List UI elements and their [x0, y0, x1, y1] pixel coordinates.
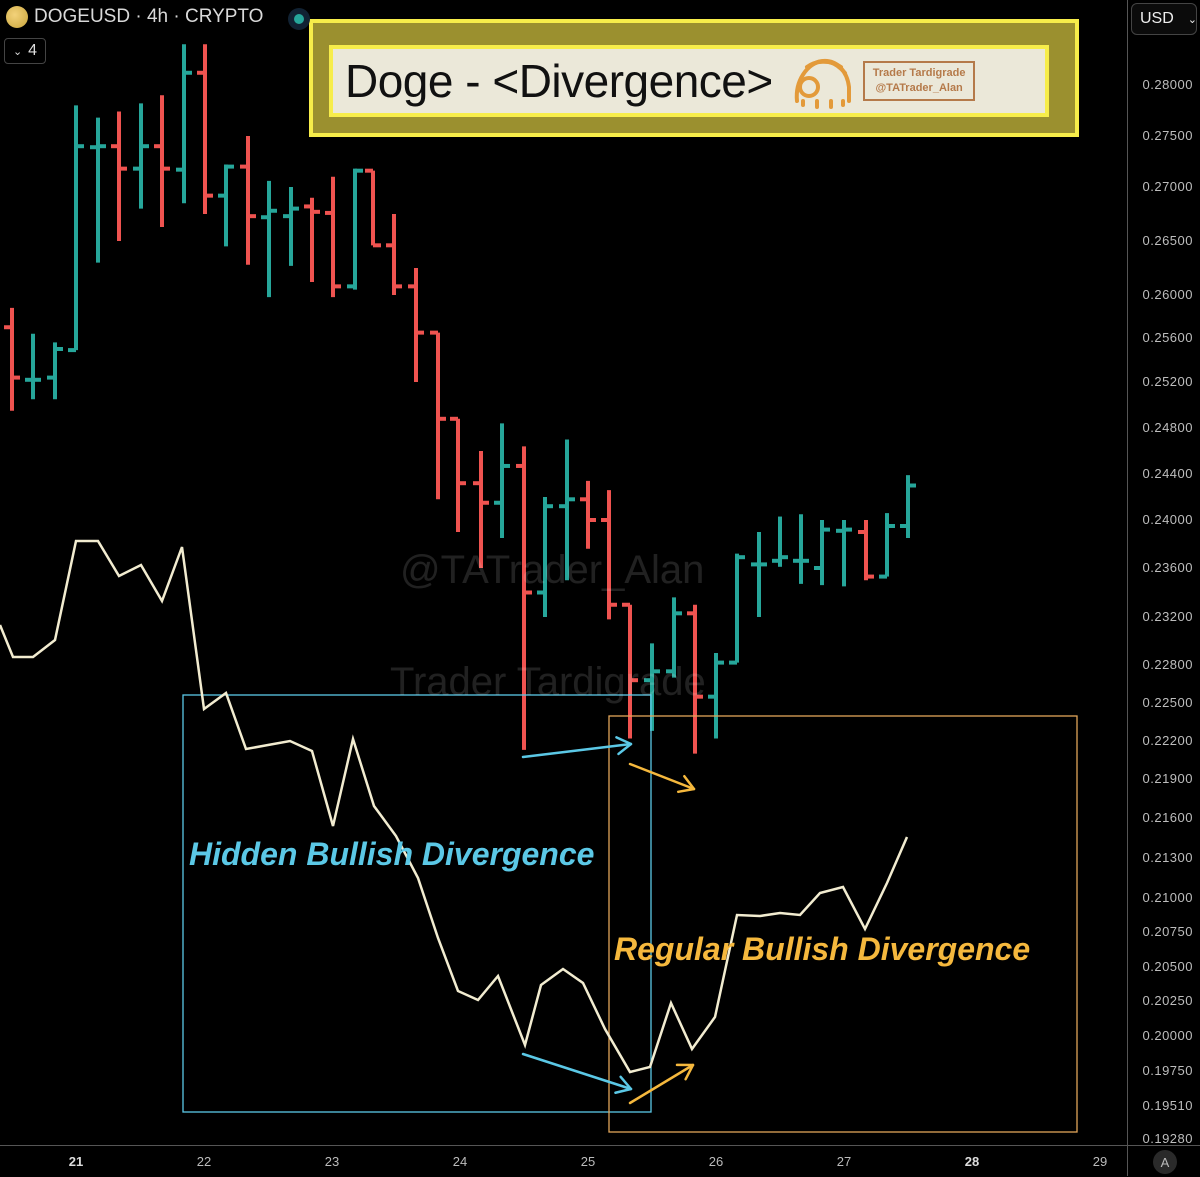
- divergence-arrow: [628, 762, 696, 791]
- arrow-head-icon: [615, 736, 633, 756]
- currency-select[interactable]: USD ⌄: [1131, 3, 1197, 35]
- watermark-name: Trader Tardigrade: [390, 660, 706, 704]
- oscillator-line: [0, 539, 909, 1074]
- time-tick-label: 27: [836, 1154, 852, 1169]
- price-tick-label: 0.20500: [1142, 959, 1193, 974]
- arrow-head-icon: [675, 1063, 695, 1081]
- price-tick-label: 0.21000: [1142, 890, 1193, 905]
- price-tick-label: 0.25600: [1142, 330, 1193, 345]
- divergence-box: [182, 694, 652, 1113]
- symbol-header[interactable]: DOGEUSD · 4h · CRYPTO: [6, 6, 263, 28]
- divergence-arrow: [628, 1063, 695, 1105]
- time-tick-label: 26: [708, 1154, 724, 1169]
- price-tick-label: 0.23200: [1142, 609, 1193, 624]
- price-tick-label: 0.21600: [1142, 810, 1193, 825]
- time-tick-label: 25: [580, 1154, 596, 1169]
- indicators-toggle-button[interactable]: ⌄ 4: [4, 38, 46, 64]
- arrow-head-icon: [677, 774, 696, 794]
- price-tick-label: 0.21300: [1142, 850, 1193, 865]
- price-tick-label: 0.22500: [1142, 695, 1193, 710]
- price-tick-label: 0.24400: [1142, 466, 1193, 481]
- indicator-count: 4: [28, 42, 38, 59]
- auto-scale-button[interactable]: A: [1153, 1150, 1177, 1174]
- price-tick-label: 0.27000: [1142, 179, 1193, 194]
- hidden-bullish-divergence-label: Hidden Bullish Divergence: [189, 836, 595, 872]
- price-tick-label: 0.25200: [1142, 374, 1193, 389]
- price-tick-label: 0.27500: [1142, 128, 1193, 143]
- price-tick-label: 0.20000: [1142, 1028, 1193, 1043]
- price-tick-label: 0.22800: [1142, 657, 1193, 672]
- watermark-handle: @TATrader_Alan: [400, 548, 705, 592]
- time-tick-label: 21: [68, 1154, 84, 1169]
- price-tick-label: 0.24000: [1142, 512, 1193, 527]
- price-tick-label: 0.19750: [1142, 1063, 1193, 1078]
- currency-label: USD: [1140, 10, 1174, 27]
- tardigrade-logo-icon: [794, 58, 851, 109]
- price-tick-label: 0.28000: [1142, 77, 1193, 92]
- price-axis[interactable]: 0.28000 0.27500 0.27000 0.26500 0.26000 0.256…: [1127, 0, 1200, 1146]
- price-tick-label: 0.22200: [1142, 733, 1193, 748]
- price-chart-canvas[interactable]: [0, 0, 1127, 1145]
- price-tick-label: 0.20750: [1142, 924, 1193, 939]
- title-banner-inner: Doge - <Divergence> Trader Tardigrade @T…: [329, 45, 1049, 117]
- price-tick-label: 0.21900: [1142, 771, 1193, 786]
- time-tick-label: 22: [196, 1154, 212, 1169]
- title-banner: Doge - <Divergence> Trader Tardigrade @T…: [309, 19, 1079, 137]
- time-tick-label: 24: [452, 1154, 468, 1169]
- divergence-arrow: [521, 742, 633, 759]
- symbol-title: DOGEUSD · 4h · CRYPTO: [34, 6, 264, 27]
- time-tick-label: 23: [324, 1154, 340, 1169]
- time-tick-label: 29: [1092, 1154, 1108, 1169]
- banner-title: Doge - <Divergence>: [345, 55, 773, 107]
- time-tick-label: 28: [964, 1154, 980, 1169]
- price-tick-label: 0.19280: [1142, 1131, 1193, 1146]
- price-tick-label: 0.26500: [1142, 233, 1193, 248]
- arrow-head-icon: [614, 1075, 633, 1095]
- price-tick-label: 0.26000: [1142, 287, 1193, 302]
- chevron-down-icon: ⌄: [1187, 13, 1197, 26]
- brand-name: Trader Tardigrade: [872, 67, 966, 79]
- brand-handle: @TATrader_Alan: [875, 82, 963, 94]
- time-axis[interactable]: A 21 22 23 24 25 26 27 28 29: [0, 1145, 1200, 1177]
- chevron-down-icon: ⌄: [12, 45, 23, 58]
- price-tick-label: 0.20250: [1142, 993, 1193, 1008]
- regular-bullish-divergence-label: Regular Bullish Divergence: [614, 931, 1031, 967]
- price-tick-label: 0.24800: [1142, 420, 1193, 435]
- price-tick-label: 0.19510: [1142, 1098, 1193, 1113]
- brand-badge: Trader Tardigrade @TATrader_Alan: [862, 61, 976, 101]
- market-status-icon[interactable]: [288, 8, 310, 30]
- doge-coin-icon: [6, 6, 28, 28]
- axis-separator: [1127, 1145, 1128, 1176]
- price-tick-label: 0.23600: [1142, 560, 1193, 575]
- divergence-arrow: [521, 1052, 633, 1091]
- divergence-box: [608, 715, 1078, 1133]
